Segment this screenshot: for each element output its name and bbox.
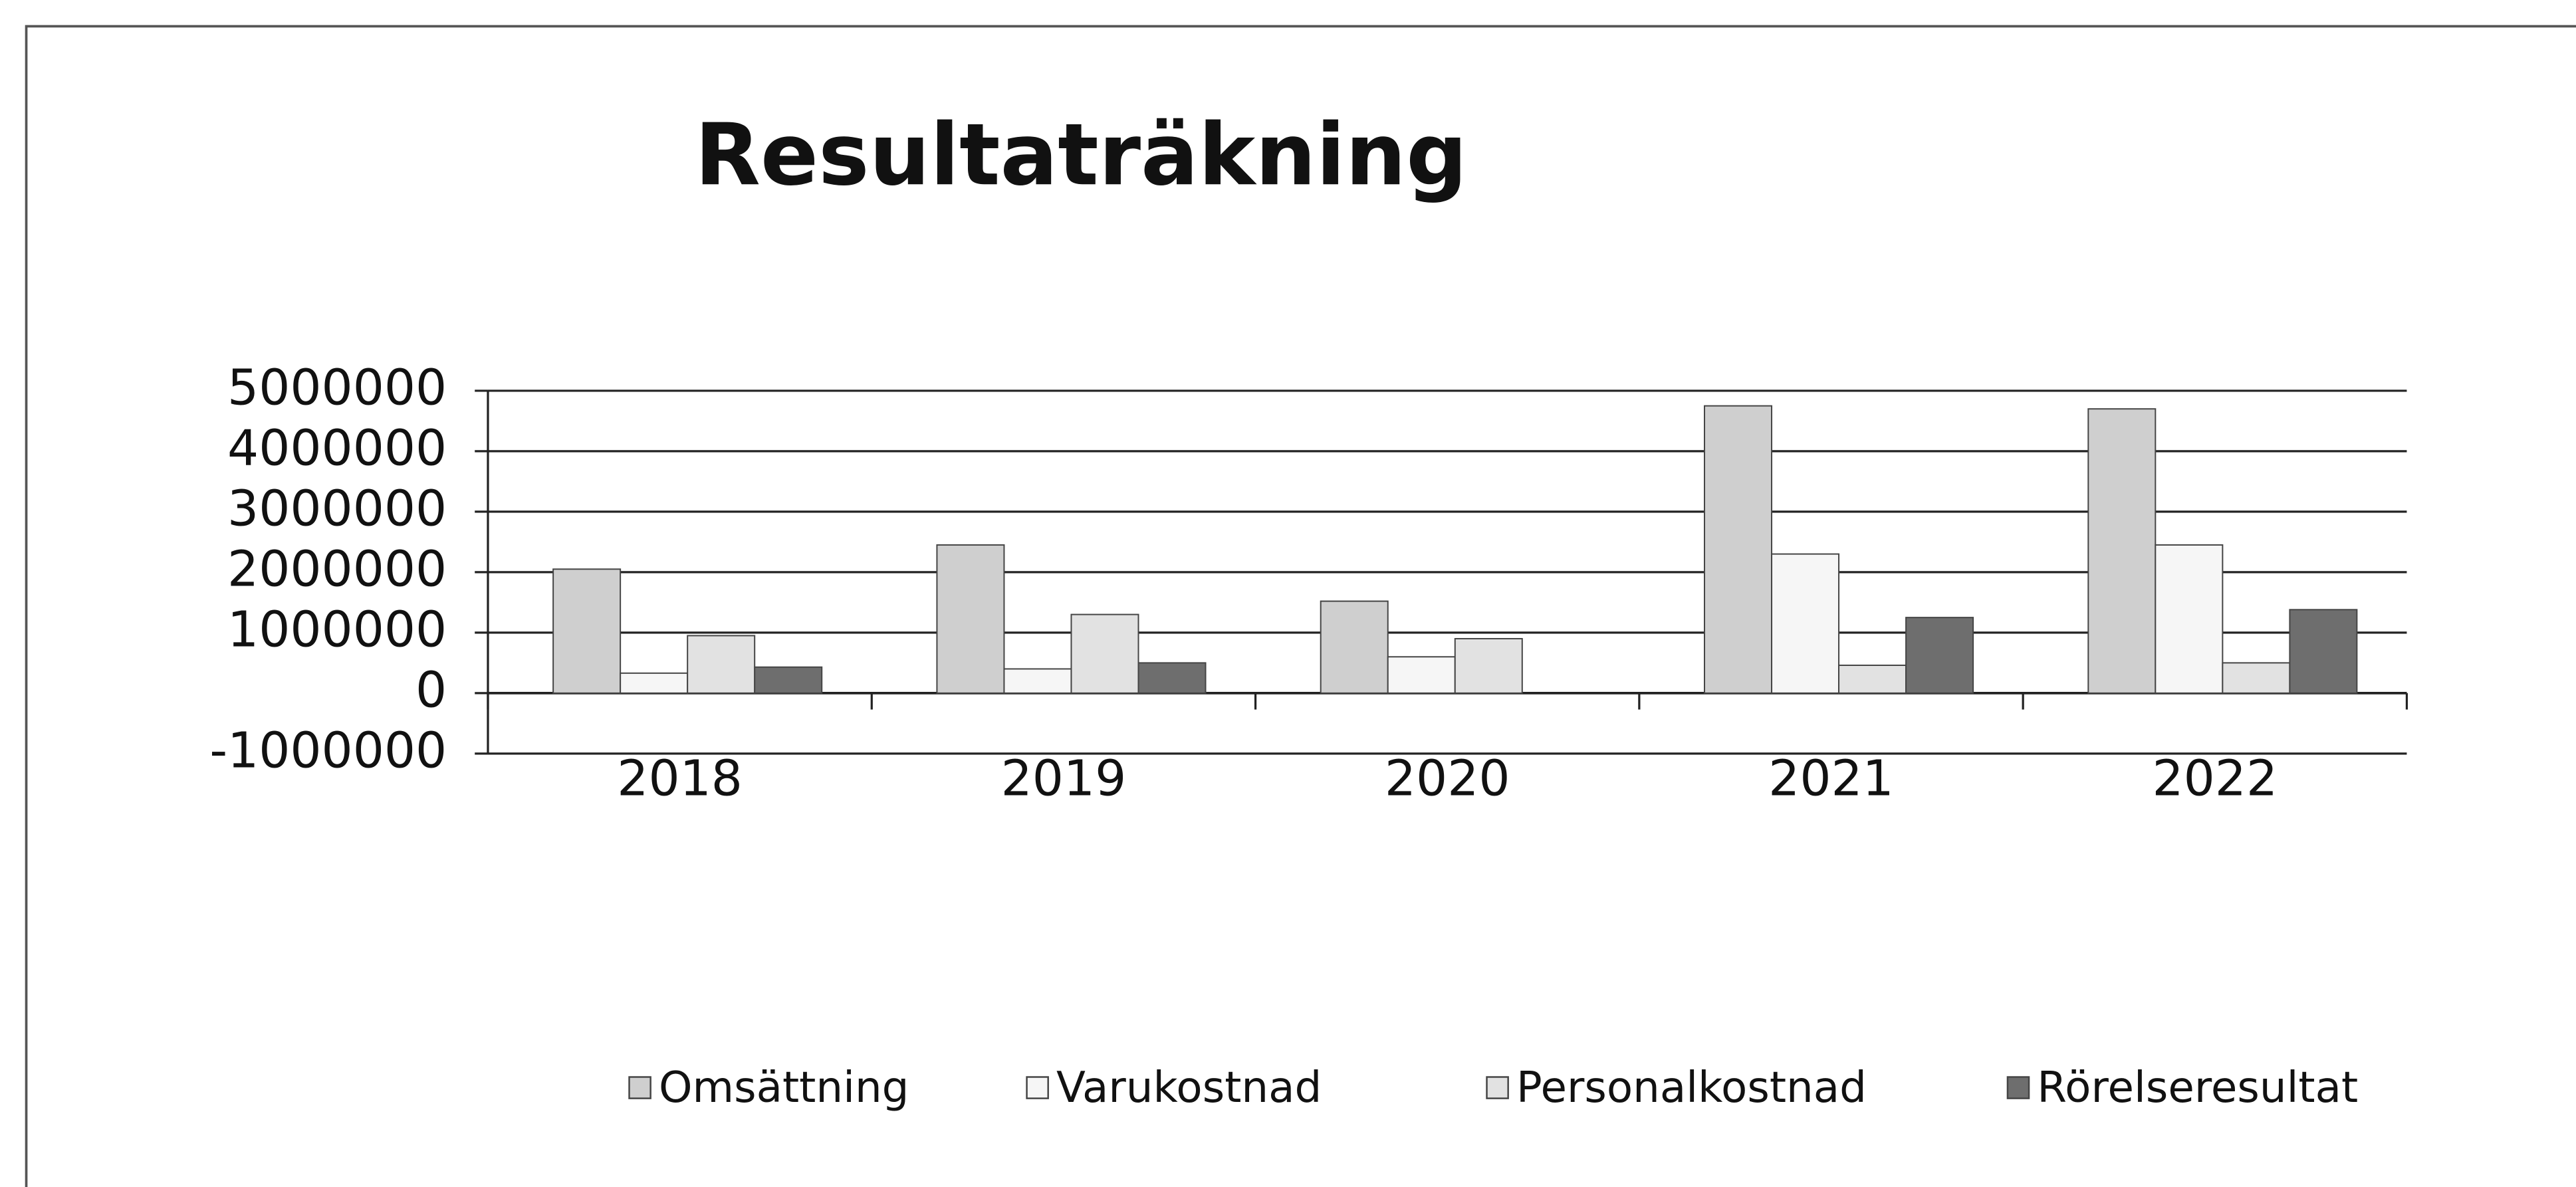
bar <box>1771 553 1840 694</box>
legend-label: Omsättning <box>659 1063 909 1113</box>
x-tick-label: 2018 <box>617 750 743 807</box>
bar <box>1070 613 1139 694</box>
legend-label: Personalkostnad <box>1516 1063 1867 1113</box>
bar <box>2087 408 2157 694</box>
bar <box>1454 637 1523 694</box>
bar <box>687 635 756 694</box>
bar <box>2155 544 2224 694</box>
bar <box>936 544 1005 694</box>
y-tick-label: 3000000 <box>227 480 447 537</box>
legend-label: Varukostnad <box>1056 1063 1322 1113</box>
legend-swatch <box>2006 1076 2030 1099</box>
legend-swatch <box>1026 1076 1049 1099</box>
x-tick-label: 2022 <box>2152 750 2278 807</box>
legend-swatch <box>1486 1076 1509 1099</box>
x-tick-label: 2021 <box>1768 750 1894 807</box>
bar <box>620 672 689 694</box>
bar <box>1003 668 1072 694</box>
legend-label: Rörelseresultat <box>2037 1063 2358 1113</box>
legend-swatch <box>628 1076 651 1099</box>
x-tick-label: 2019 <box>1001 750 1127 807</box>
bar <box>1320 600 1389 694</box>
bar <box>754 666 823 694</box>
y-tick-label: 4000000 <box>227 419 447 477</box>
bar <box>1387 656 1456 694</box>
bar <box>1137 662 1207 694</box>
x-tick-label: 2020 <box>1385 750 1510 807</box>
bar <box>1905 617 1974 694</box>
bar <box>2222 662 2291 694</box>
y-tick-label: -1000000 <box>209 722 447 779</box>
y-tick-label: 2000000 <box>227 540 447 597</box>
y-tick-label: 5000000 <box>227 359 447 416</box>
y-tick-label: 0 <box>415 661 447 718</box>
bar <box>1838 665 1907 694</box>
bar <box>1704 405 1773 694</box>
chart-title: Resultaträkning <box>695 106 1467 205</box>
bar <box>552 568 622 694</box>
bar <box>2289 609 2358 694</box>
y-tick-label: 1000000 <box>227 601 447 658</box>
